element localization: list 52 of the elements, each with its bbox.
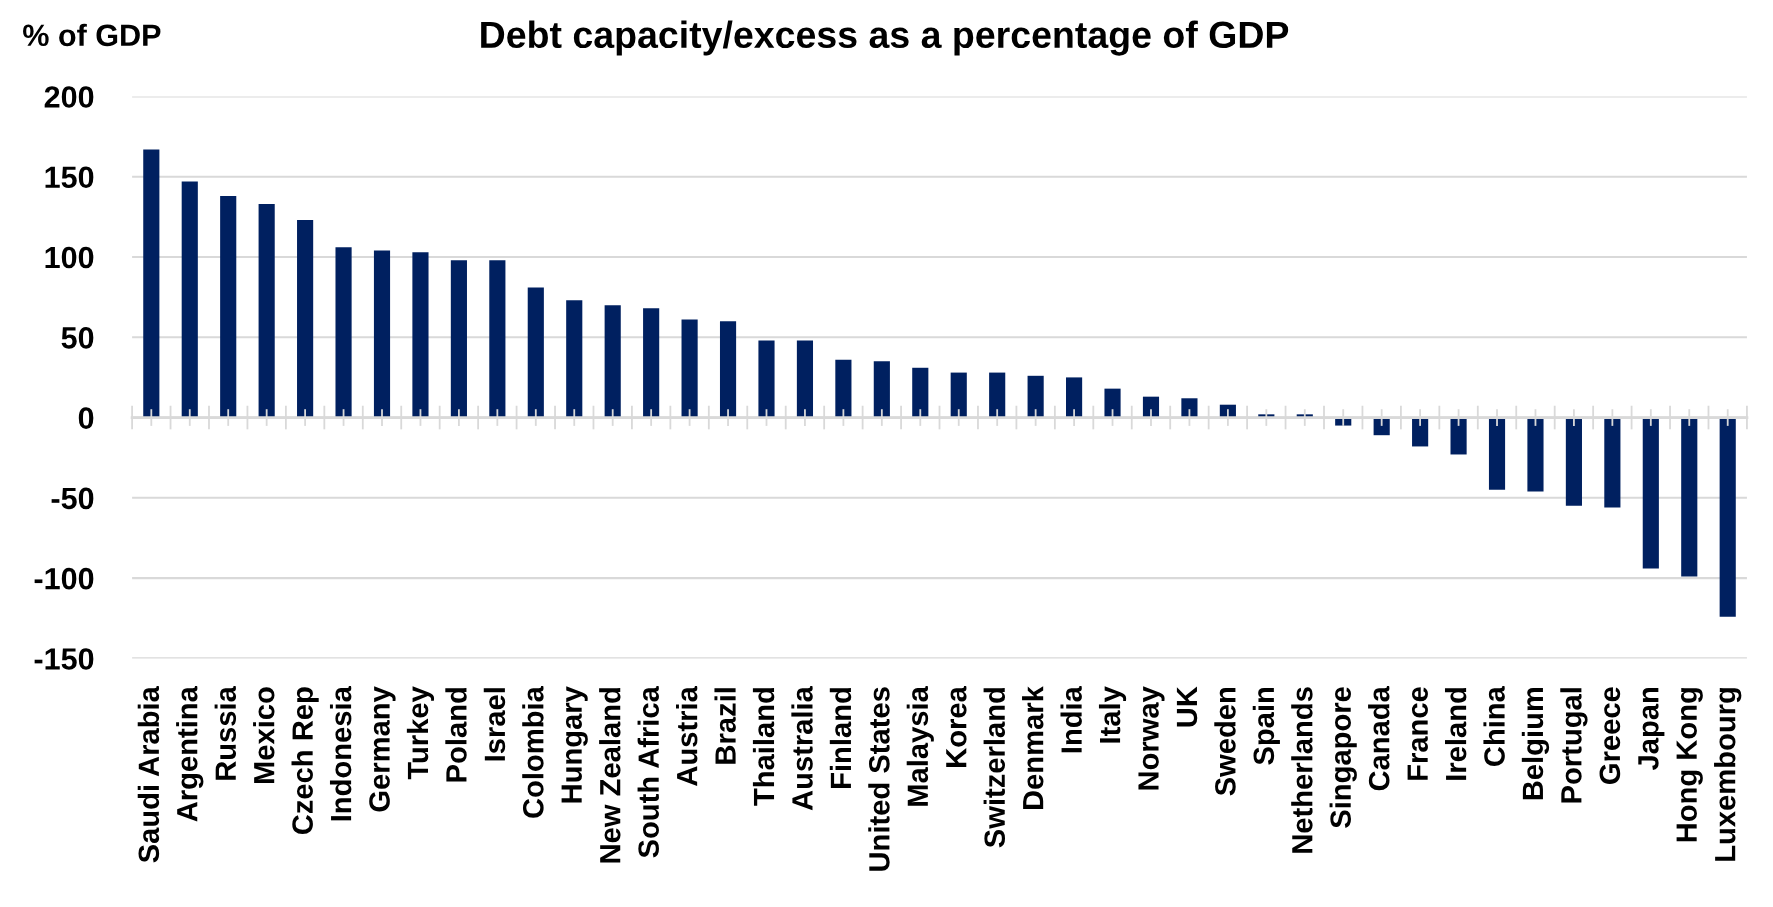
y-tick-label: 150 — [45, 166, 94, 189]
x-tick-label: Netherlands — [1291, 687, 1313, 853]
x-tick-label: Malaysia — [906, 685, 934, 806]
x-tick-label: Brazil — [714, 688, 736, 764]
x-tick-label: Austria — [676, 685, 698, 786]
x-tick-label: New Zealand — [599, 688, 621, 863]
x-tick-label: Turkey — [406, 686, 435, 780]
x-tick-label: Ireland — [1444, 688, 1467, 780]
x-tick-label: Colombia — [522, 685, 544, 818]
x-tick-label: Spain — [1252, 687, 1280, 765]
x-tick-label: Canada — [1368, 685, 1390, 791]
x-tick-label: Sweden — [1214, 687, 1236, 796]
x-tick-label: South Africa — [637, 685, 659, 858]
x-tick-label: France — [1407, 687, 1428, 780]
x-tick-label: Czech Rep — [291, 687, 319, 835]
x-tick-label: Argentina — [176, 685, 204, 822]
y-tick-label: 200 — [44, 86, 94, 108]
x-tick-label: Poland — [445, 688, 467, 782]
y-tick-label: -100 — [34, 567, 94, 590]
x-tick-label: Portugal — [1560, 688, 1588, 803]
x-tick-label: Belgium — [1521, 687, 1550, 800]
y-axis-title: % of GDP — [23, 23, 161, 47]
x-tick-label: Thailand — [752, 688, 775, 806]
x-tick-label: Israel — [483, 688, 506, 761]
x-tick-label: Saudi Arabia — [137, 685, 160, 863]
x-tick-label: Greece — [1599, 687, 1621, 784]
y-tick-label: 50 — [61, 327, 94, 349]
x-tick-label: Germany — [369, 686, 396, 812]
x-tick-label: Australia — [791, 685, 813, 811]
x-tick-label: Korea — [946, 685, 967, 767]
x-tick-label: UK — [1176, 686, 1198, 727]
x-tick-label: Russia — [214, 685, 237, 780]
x-tick-label: Hungary — [561, 686, 588, 803]
x-tick-label: China — [1483, 685, 1505, 766]
y-tick-label: 100 — [45, 246, 94, 269]
x-tick-label: Norway — [1138, 686, 1165, 790]
x-tick-label: United States — [868, 687, 890, 871]
x-tick-label: Italy — [1098, 686, 1127, 743]
x-tick-label: Japan — [1638, 687, 1665, 771]
y-tick-label: 0 — [78, 407, 94, 429]
x-tick-label: Singapore — [1329, 687, 1357, 828]
x-tick-label: Mexico — [253, 687, 275, 784]
x-tick-label: Hong Kong — [1676, 688, 1703, 842]
chart-title: Debt capacity/excess as a percentage of GDP — [481, 20, 1289, 56]
x-tick-label: Denmark — [1022, 686, 1044, 810]
y-tick-label: -150 — [34, 648, 94, 670]
x-tick-label: Finland — [829, 688, 852, 788]
x-tick-label: India — [1060, 685, 1082, 753]
y-tick-label: -50 — [51, 487, 94, 510]
x-tick-label: Luxembourg — [1714, 688, 1742, 861]
x-tick-label: Indonesia — [329, 685, 352, 821]
x-tick-label: Switzerland — [983, 688, 1006, 848]
